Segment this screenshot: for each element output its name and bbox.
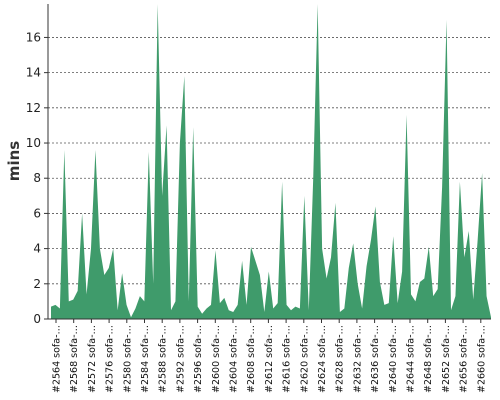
x-tick-label: #2596 sofa-… [193,325,204,393]
x-tick-label: #2652 sofa-… [441,325,452,393]
x-tick-label: #2624 sofa-… [317,325,328,393]
x-tick-label: #2616 sofa-… [282,325,293,393]
x-tick-label: #2600 sofa-… [211,325,222,393]
x-tick-label: #2628 sofa-… [335,325,346,393]
x-tick-label: #2660 sofa-… [476,325,487,393]
x-tick-label: #2620 sofa-… [299,325,310,393]
x-tick-label: #2644 sofa-… [406,325,417,393]
x-tick-label: #2608 sofa-… [246,325,257,393]
axes [47,4,491,320]
x-tick-label: #2636 sofa-… [370,325,381,393]
x-tick-label: #2640 sofa-… [388,325,399,393]
x-tick-label: #2572 sofa-… [87,325,98,393]
y-tick-label: 4 [33,242,41,256]
y-tick-label: 10 [26,136,41,150]
x-tick-label: #2648 sofa-… [423,325,434,393]
x-tick-label: #2576 sofa-… [105,325,116,393]
x-tick-label: #2604 sofa-… [229,325,240,393]
x-tick-label: #2632 sofa-… [352,325,363,393]
y-tick-label: 8 [33,171,41,185]
x-tick-label: #2564 sofa-… [52,325,63,393]
x-tick-label: #2588 sofa-… [158,325,169,393]
series-area [51,4,491,319]
y-tick-label: 16 [26,30,41,44]
x-tick-label: #2568 sofa-… [69,325,80,393]
y-tick-label: 12 [26,101,41,115]
x-tick-label: #2592 sofa-… [175,325,186,393]
x-tick-label: #2584 sofa-… [140,325,151,393]
y-tick-label: 0 [33,312,41,326]
x-tick-label: #2580 sofa-… [122,325,133,393]
area-series [51,4,491,319]
y-axis-ticks: 0 2 4 6 8 10 12 14 16 [26,30,48,326]
y-tick-label: 6 [33,206,41,220]
x-tick-label: #2656 sofa-… [459,325,470,393]
x-axis-ticks: #2564 sofa-… #2568 sofa-… #2572 sofa-… #257… [52,319,487,393]
y-tick-label: 2 [33,277,41,291]
y-tick-label: 14 [26,66,41,80]
y-axis-title: mins [5,141,23,181]
x-tick-label: #2612 sofa-… [264,325,275,393]
gridlines [48,37,491,285]
